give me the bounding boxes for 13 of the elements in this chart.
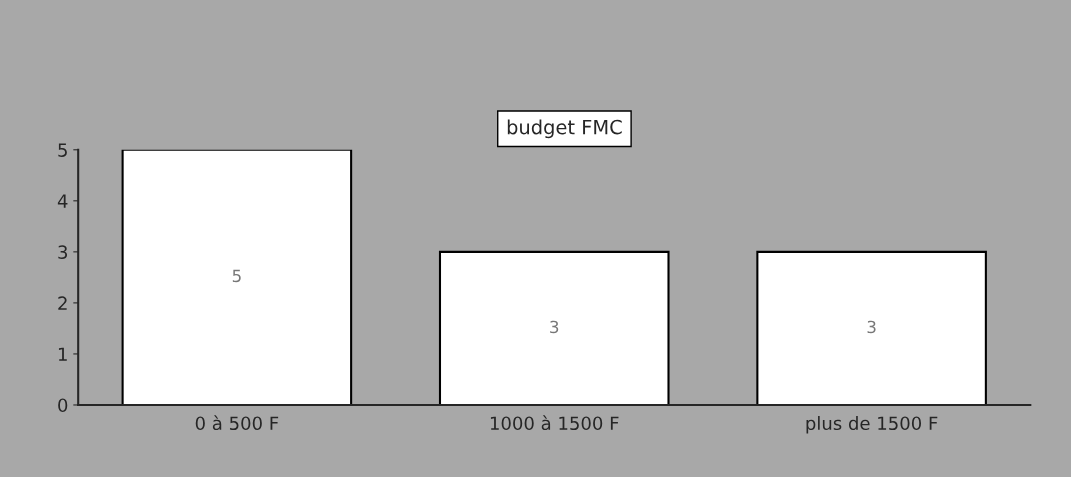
x-tick-label: 0 à 500 F bbox=[195, 415, 279, 431]
y-tick-label: 0 bbox=[58, 398, 68, 413]
chart-title: budget FMC bbox=[507, 119, 622, 139]
y-tick-label: 2 bbox=[58, 296, 67, 310]
y-tick-label: 4 bbox=[57, 194, 68, 208]
data-label: 3 bbox=[550, 320, 559, 334]
x-tick-label: 1000 à 1500 F bbox=[490, 415, 619, 431]
y-tick-label: 5 bbox=[58, 143, 67, 157]
data-label: 5 bbox=[232, 269, 241, 283]
y-tick-label: 3 bbox=[58, 245, 68, 259]
x-tick-label: plus de 1500 F bbox=[806, 416, 938, 434]
y-tick-label: 1 bbox=[58, 347, 67, 361]
data-label: 3 bbox=[867, 320, 876, 334]
